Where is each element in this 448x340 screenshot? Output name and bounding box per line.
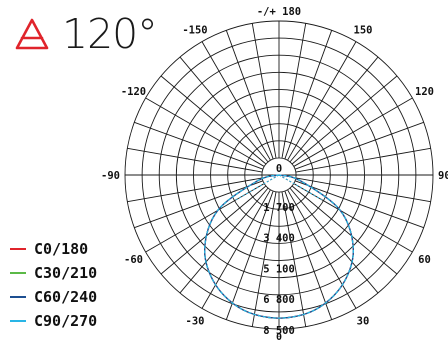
angle-label: -60: [124, 254, 143, 266]
grid-spoke: [251, 191, 277, 327]
radial-tick-label: 5 100: [263, 263, 295, 275]
radial-tick-label: 8 500: [263, 325, 295, 337]
grid-spoke: [179, 187, 269, 294]
legend-swatch: [10, 272, 26, 274]
radial-tick-label: 3 400: [263, 233, 295, 245]
legend: C0/180 C30/210 C60/240 C90/270: [10, 237, 97, 333]
grid-spoke: [293, 183, 413, 253]
legend-swatch: [10, 296, 26, 298]
angle-label: -30: [186, 315, 205, 327]
angle-label: 30: [357, 315, 370, 327]
grid-spoke: [160, 185, 267, 275]
angle-label: 90: [438, 170, 448, 182]
legend-item: C90/270: [10, 309, 97, 333]
grid-spoke: [134, 121, 264, 170]
radial-tick-label: 0: [276, 332, 282, 340]
legend-label: C90/270: [34, 312, 98, 330]
grid-spoke: [201, 189, 271, 309]
legend-label: C60/240: [34, 288, 98, 306]
angle-label: 150: [354, 25, 373, 37]
grid-spoke: [160, 75, 267, 165]
grid-spoke: [127, 177, 263, 203]
grid-spoke: [281, 191, 307, 327]
grid-spoke: [179, 56, 269, 163]
grid-spoke: [291, 75, 398, 165]
angle-label: 60: [418, 254, 431, 266]
grid-spoke: [287, 189, 357, 309]
grid-spoke: [145, 97, 265, 167]
grid-spoke: [295, 147, 431, 173]
legend-label: C30/210: [34, 264, 98, 282]
grid-spoke: [225, 30, 274, 160]
angle-label: -120: [121, 86, 146, 98]
grid-spoke: [145, 183, 265, 253]
grid-spoke: [289, 187, 379, 294]
grid-spoke: [284, 30, 333, 160]
legend-item: C0/180: [10, 237, 97, 261]
series-curve-C90-270: [204, 174, 354, 319]
angle-label: -150: [182, 25, 207, 37]
radial-tick-label: 0: [276, 163, 282, 175]
grid-spoke: [127, 147, 263, 173]
legend-swatch: [10, 320, 26, 322]
grid-spoke: [134, 180, 264, 229]
beam-angle-header: 120°: [14, 10, 158, 58]
legend-swatch: [10, 248, 26, 250]
series-spoke: [235, 174, 280, 201]
radial-tick-label: 6 800: [263, 294, 295, 306]
angle-label: 120: [415, 86, 434, 98]
grid-spoke: [284, 190, 333, 320]
grid-spoke: [281, 23, 307, 159]
grid-spoke: [251, 23, 277, 159]
grid-spoke: [293, 97, 413, 167]
legend-label: C0/180: [34, 240, 89, 258]
grid-spoke: [289, 56, 379, 163]
angle-label: -90: [101, 170, 120, 182]
legend-item: C30/210: [10, 261, 97, 285]
legend-item: C60/240: [10, 285, 97, 309]
beam-angle-value: 120°: [62, 10, 158, 58]
angle-label: -/+ 180: [257, 6, 301, 18]
grid-spoke: [225, 190, 274, 320]
grid-spoke: [294, 180, 424, 229]
grid-spoke: [287, 41, 357, 161]
grid-spoke: [201, 41, 271, 161]
red-triangle-icon: [15, 18, 49, 50]
grid-spoke: [291, 185, 398, 275]
radial-tick-label: 1 700: [263, 202, 295, 214]
grid-spoke: [294, 121, 424, 170]
grid-spoke: [295, 177, 431, 203]
series-spoke: [278, 174, 323, 201]
